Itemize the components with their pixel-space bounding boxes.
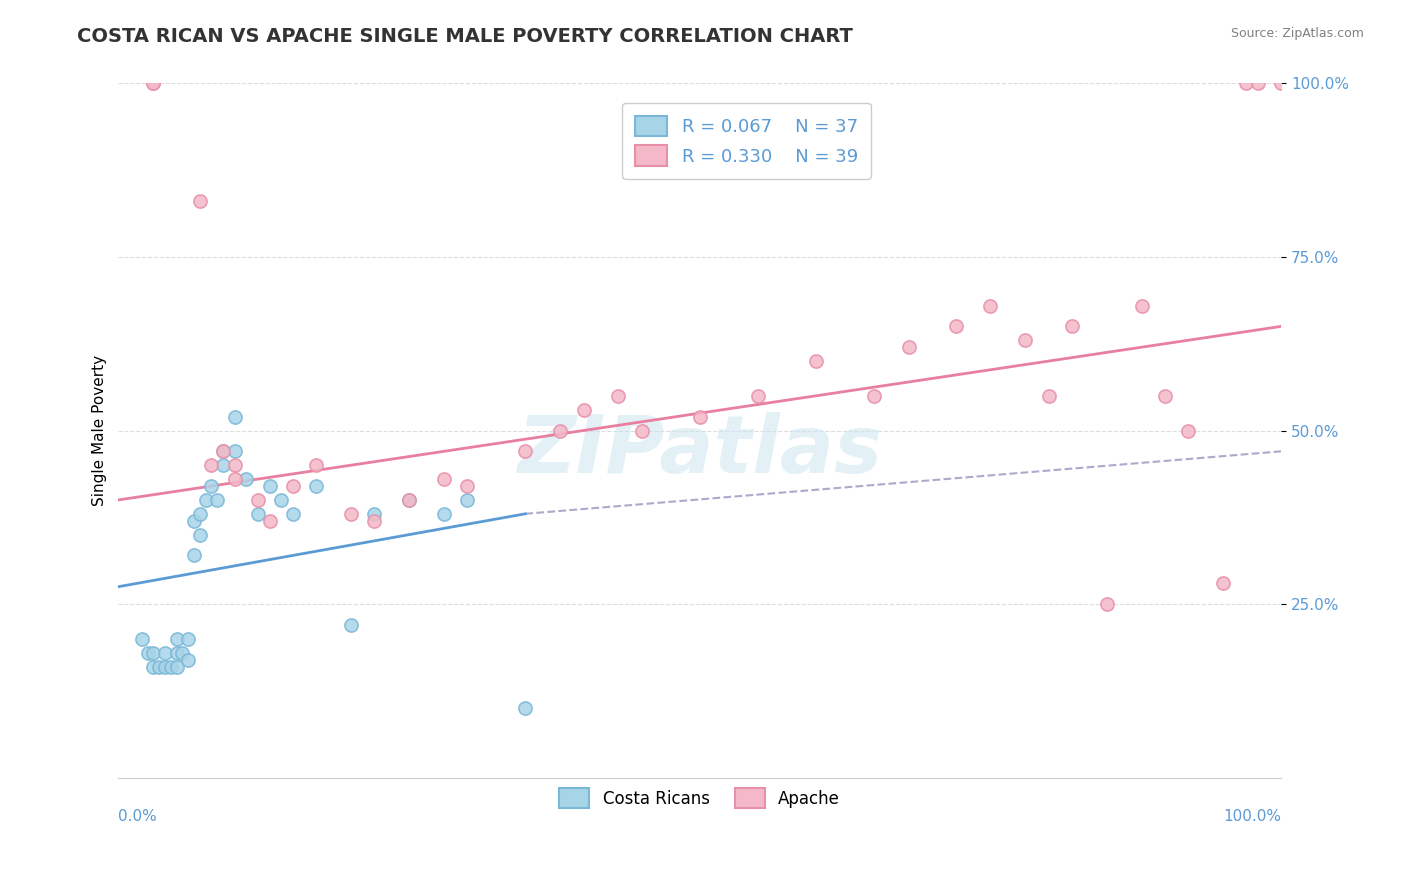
Point xyxy=(183,514,205,528)
Point xyxy=(804,354,827,368)
Text: 100.0%: 100.0% xyxy=(1223,809,1281,824)
Point xyxy=(305,479,328,493)
Point xyxy=(131,632,153,646)
Point xyxy=(689,409,711,424)
Point xyxy=(183,549,205,563)
Point xyxy=(142,77,165,91)
Point xyxy=(630,424,652,438)
Point xyxy=(398,492,420,507)
Point xyxy=(1095,597,1118,611)
Point xyxy=(194,492,217,507)
Point xyxy=(212,444,235,458)
Point xyxy=(281,479,304,493)
Text: Source: ZipAtlas.com: Source: ZipAtlas.com xyxy=(1230,27,1364,40)
Point xyxy=(270,492,292,507)
Point xyxy=(433,507,456,521)
Point xyxy=(1270,77,1292,91)
Point xyxy=(515,444,537,458)
Point xyxy=(212,458,235,473)
Point xyxy=(142,77,165,91)
Point xyxy=(166,659,188,673)
Point xyxy=(246,507,269,521)
Point xyxy=(212,444,235,458)
Point xyxy=(259,514,281,528)
Point xyxy=(166,632,188,646)
Point xyxy=(898,340,921,354)
Point xyxy=(200,479,222,493)
Point xyxy=(166,646,188,660)
Point xyxy=(153,659,176,673)
Point xyxy=(224,409,246,424)
Point xyxy=(200,458,222,473)
Point xyxy=(188,194,211,209)
Point xyxy=(235,472,257,486)
Legend: Costa Ricans, Apache: Costa Ricans, Apache xyxy=(553,781,846,814)
Point xyxy=(607,389,630,403)
Point xyxy=(1014,333,1036,347)
Point xyxy=(747,389,769,403)
Point xyxy=(515,701,537,715)
Point xyxy=(340,618,363,632)
Text: COSTA RICAN VS APACHE SINGLE MALE POVERTY CORRELATION CHART: COSTA RICAN VS APACHE SINGLE MALE POVERT… xyxy=(77,27,853,45)
Point xyxy=(1153,389,1175,403)
Point xyxy=(1130,299,1153,313)
Point xyxy=(1038,389,1060,403)
Point xyxy=(398,492,420,507)
Point xyxy=(207,492,229,507)
Point xyxy=(979,299,1001,313)
Point xyxy=(456,479,478,493)
Point xyxy=(863,389,886,403)
Point xyxy=(363,514,385,528)
Point xyxy=(148,659,170,673)
Point xyxy=(159,659,181,673)
Point xyxy=(281,507,304,521)
Point xyxy=(1060,319,1083,334)
Point xyxy=(224,472,246,486)
Point xyxy=(1247,77,1270,91)
Point xyxy=(246,492,269,507)
Point xyxy=(340,507,363,521)
Point xyxy=(172,646,194,660)
Point xyxy=(1212,576,1234,591)
Point xyxy=(433,472,456,486)
Point xyxy=(153,646,176,660)
Point xyxy=(1234,77,1257,91)
Point xyxy=(363,507,385,521)
Point xyxy=(572,402,595,417)
Point xyxy=(224,458,246,473)
Point xyxy=(259,479,281,493)
Y-axis label: Single Male Poverty: Single Male Poverty xyxy=(93,355,107,506)
Point xyxy=(945,319,967,334)
Point xyxy=(188,507,211,521)
Point xyxy=(142,659,165,673)
Point xyxy=(1177,424,1199,438)
Point xyxy=(224,444,246,458)
Point xyxy=(188,527,211,541)
Point xyxy=(548,424,571,438)
Point xyxy=(305,458,328,473)
Point xyxy=(456,492,478,507)
Text: ZIPatlas: ZIPatlas xyxy=(517,412,883,491)
Point xyxy=(177,632,200,646)
Point xyxy=(142,646,165,660)
Point xyxy=(136,646,159,660)
Point xyxy=(177,652,200,666)
Text: 0.0%: 0.0% xyxy=(118,809,157,824)
